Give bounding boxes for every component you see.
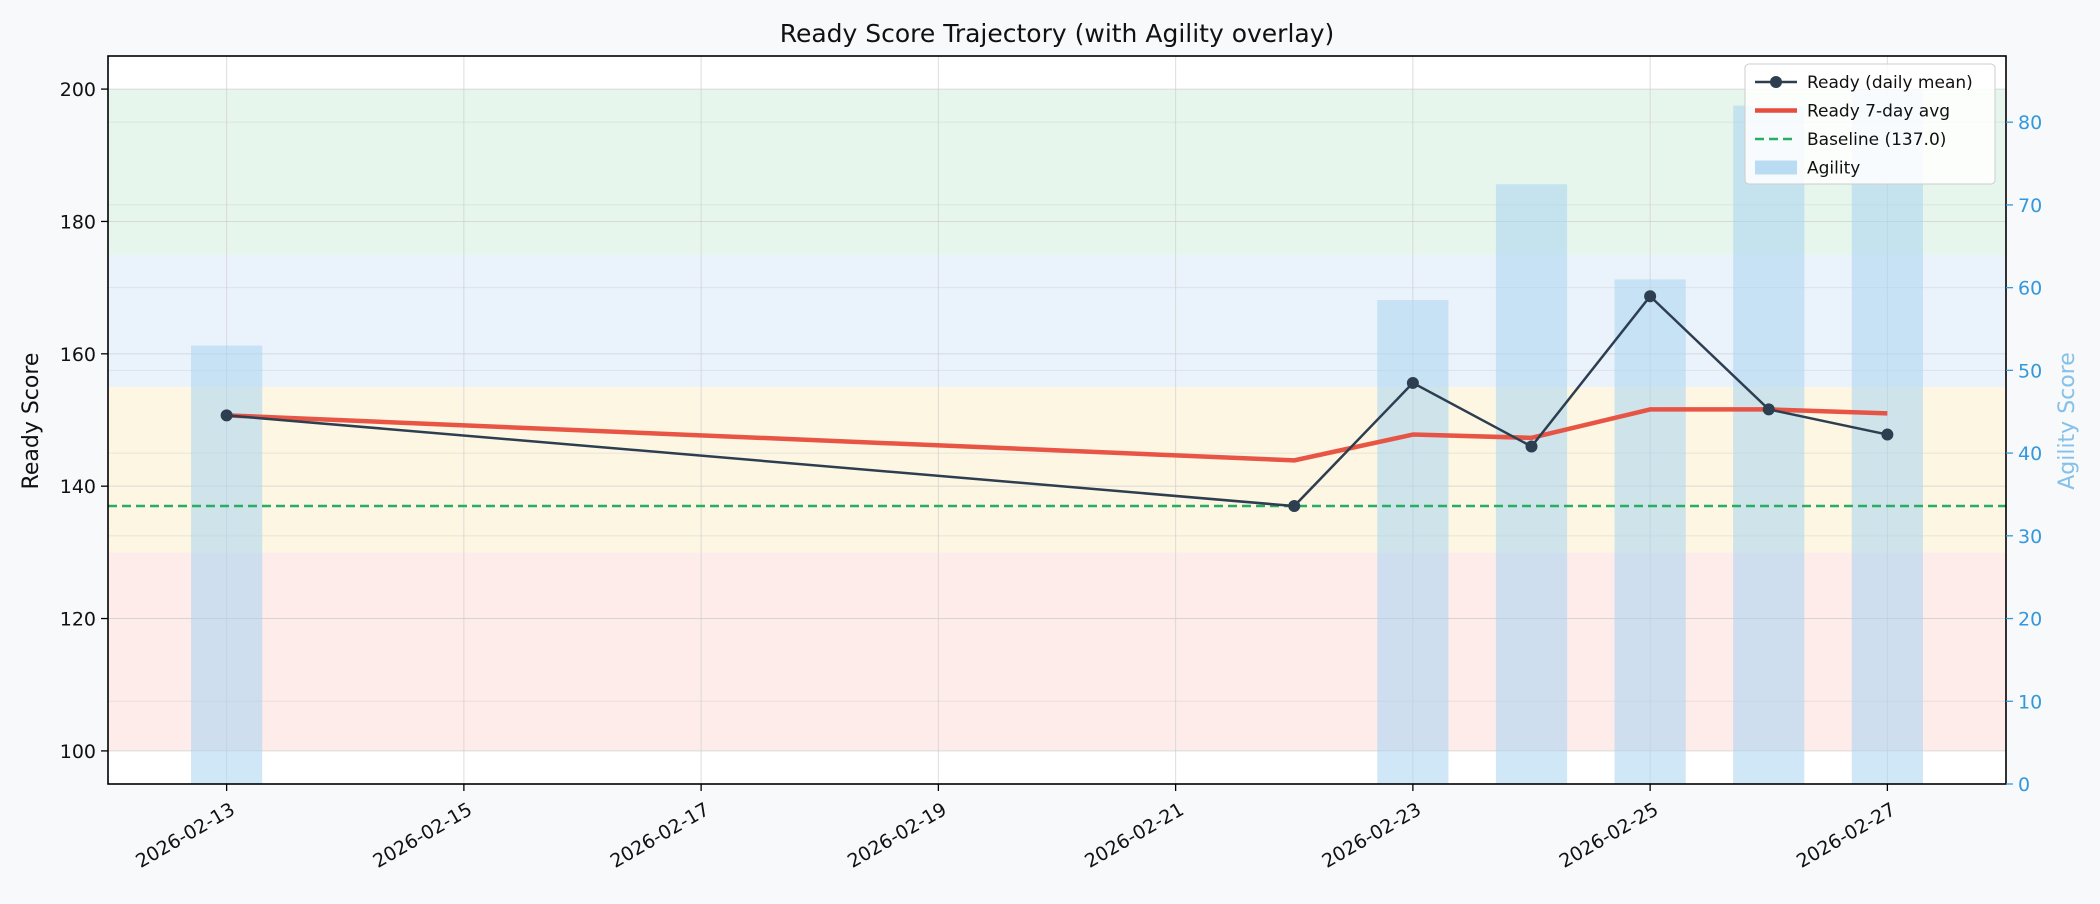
agility-bar (1733, 105, 1805, 785)
ready-daily-point (1881, 428, 1894, 441)
agility-bar (1614, 279, 1686, 784)
zone-band-3 (108, 89, 2006, 255)
x-tick-label: 2026-02-13 (132, 798, 239, 872)
zone-band-1 (108, 386, 2006, 553)
y2-tick-label: 40 (2018, 443, 2042, 465)
y-tick-label: 100 (60, 741, 96, 763)
y2-tick-label: 60 (2018, 278, 2042, 300)
y-tick-label: 200 (60, 79, 96, 101)
x-tick-label: 2026-02-27 (1793, 798, 1900, 872)
zone-band-2 (108, 254, 2006, 387)
y-axis-label: Ready Score (19, 353, 44, 490)
agility-bar (1495, 184, 1568, 784)
ready-daily-point (1644, 290, 1657, 303)
y2-tick-label: 20 (2018, 609, 2042, 631)
legend-swatch-agility (1755, 160, 1797, 175)
ready-daily-point (1288, 500, 1301, 513)
legend-marker-ready-daily (1770, 76, 1782, 88)
x-tick-label: 2026-02-15 (369, 798, 476, 872)
y2-tick-label: 50 (2018, 360, 2042, 382)
ready-daily-point (1406, 376, 1419, 389)
y2-tick-label: 70 (2018, 195, 2042, 217)
plot-frame (107, 55, 2007, 785)
zone-band-0 (108, 552, 2006, 751)
y2-tick-label: 0 (2018, 774, 2030, 796)
ready-daily-point (1525, 440, 1538, 453)
legend: Ready (daily mean) Ready 7-day avg Baselin… (1744, 63, 1996, 185)
agility-bar (1377, 300, 1449, 784)
legend-label: Ready (daily mean) (1807, 73, 1973, 93)
y2-tick-label: 10 (2018, 691, 2042, 713)
x-tick-label: 2026-02-17 (607, 798, 714, 872)
legend-label: Ready 7-day avg (1807, 102, 1950, 122)
legend-label: Baseline (137.0) (1807, 130, 1946, 150)
chart-title: Ready Score Trajectory (with Agility ove… (780, 19, 1335, 48)
ready-daily-point (1762, 403, 1775, 416)
y-tick-label: 160 (60, 344, 96, 366)
x-tick-label: 2026-02-25 (1556, 798, 1663, 872)
x-tick-label: 2026-02-23 (1318, 798, 1425, 872)
y-tick-label: 140 (60, 476, 96, 498)
y2-axis-label: Agility Score (2055, 352, 2080, 490)
y-tick-label: 120 (60, 609, 96, 631)
y-tick-label: 180 (60, 211, 96, 233)
ready-daily-point (220, 409, 233, 422)
legend-label: Agility (1807, 159, 1860, 179)
legend-box (1744, 63, 1996, 185)
y2-tick-label: 80 (2018, 112, 2042, 134)
y2-tick-label: 30 (2018, 526, 2042, 548)
plot-area: 100 120 140 160 180 200 0 10 20 30 40 50 60 70 80 2026-… (60, 55, 2042, 873)
x-tick-label: 2026-02-21 (1081, 798, 1188, 872)
x-tick-label: 2026-02-19 (844, 798, 951, 872)
